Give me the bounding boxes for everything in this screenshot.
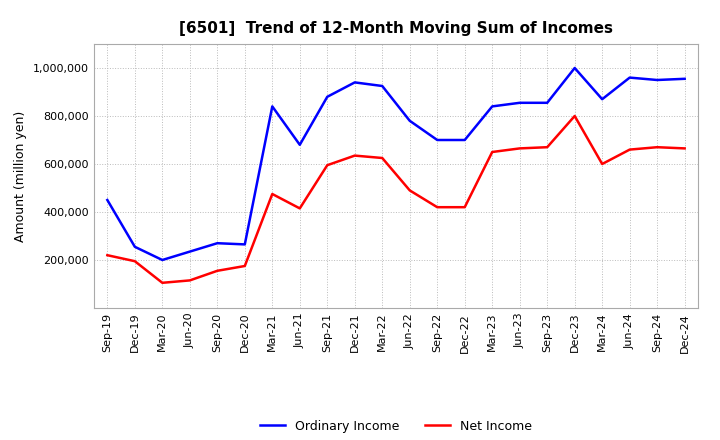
Line: Ordinary Income: Ordinary Income — [107, 68, 685, 260]
Net Income — [268, 191, 276, 197]
Net Income — [570, 114, 579, 119]
Ordinary Income — [433, 137, 441, 143]
Ordinary Income — [460, 137, 469, 143]
Net Income — [405, 188, 414, 193]
Net Income — [460, 205, 469, 210]
Ordinary Income — [158, 257, 166, 263]
Net Income — [626, 147, 634, 152]
Ordinary Income — [570, 66, 579, 71]
Y-axis label: Amount (million yen): Amount (million yen) — [14, 110, 27, 242]
Net Income — [488, 149, 497, 154]
Net Income — [158, 280, 166, 286]
Net Income — [130, 259, 139, 264]
Net Income — [433, 205, 441, 210]
Ordinary Income — [295, 142, 304, 147]
Line: Net Income: Net Income — [107, 116, 685, 283]
Net Income — [103, 253, 112, 258]
Ordinary Income — [680, 76, 689, 81]
Title: [6501]  Trend of 12-Month Moving Sum of Incomes: [6501] Trend of 12-Month Moving Sum of I… — [179, 21, 613, 36]
Net Income — [598, 161, 606, 167]
Ordinary Income — [268, 104, 276, 109]
Ordinary Income — [186, 249, 194, 254]
Ordinary Income — [598, 96, 606, 102]
Ordinary Income — [543, 100, 552, 106]
Ordinary Income — [130, 244, 139, 249]
Ordinary Income — [488, 104, 497, 109]
Net Income — [653, 145, 662, 150]
Net Income — [680, 146, 689, 151]
Legend: Ordinary Income, Net Income: Ordinary Income, Net Income — [256, 414, 536, 437]
Ordinary Income — [103, 198, 112, 203]
Net Income — [378, 155, 387, 161]
Ordinary Income — [351, 80, 359, 85]
Ordinary Income — [516, 100, 524, 106]
Net Income — [186, 278, 194, 283]
Net Income — [351, 153, 359, 158]
Ordinary Income — [653, 77, 662, 83]
Net Income — [213, 268, 222, 273]
Net Income — [543, 145, 552, 150]
Ordinary Income — [213, 241, 222, 246]
Net Income — [516, 146, 524, 151]
Ordinary Income — [240, 242, 249, 247]
Ordinary Income — [626, 75, 634, 80]
Ordinary Income — [378, 83, 387, 88]
Ordinary Income — [323, 94, 332, 99]
Net Income — [323, 162, 332, 168]
Ordinary Income — [405, 118, 414, 124]
Net Income — [240, 264, 249, 269]
Net Income — [295, 206, 304, 211]
